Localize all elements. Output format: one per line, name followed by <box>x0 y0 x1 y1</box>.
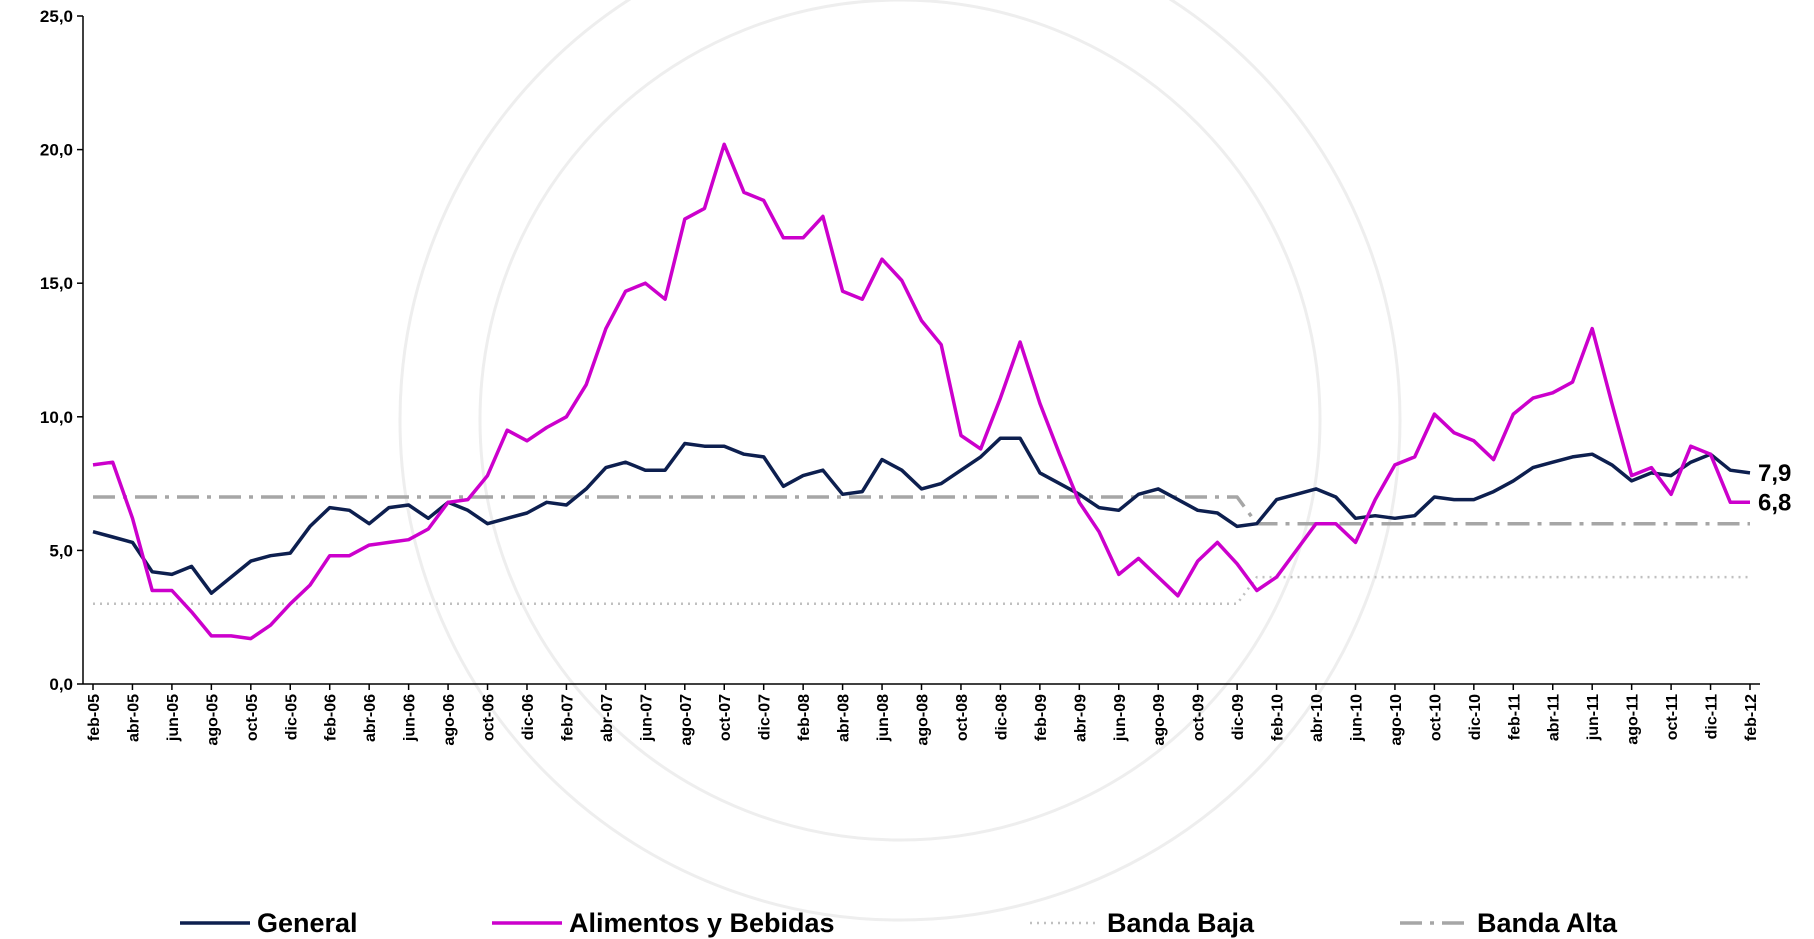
x-tick-label: dic-07 <box>757 694 774 740</box>
x-tick-label: jun-09 <box>1112 694 1129 742</box>
x-tick-label: dic-11 <box>1704 694 1721 739</box>
x-tick-label: dic-10 <box>1467 694 1484 740</box>
x-tick-label: jun-07 <box>638 694 655 742</box>
y-tick-label: 15,0 <box>40 274 73 293</box>
x-tick-label: abr-05 <box>125 694 142 742</box>
x-tick-label: abr-08 <box>836 694 853 742</box>
x-tick-label: ago-06 <box>441 694 458 746</box>
series-line <box>92 142 1750 641</box>
x-tick-label: dic-06 <box>520 694 537 740</box>
x-tick-label: ago-05 <box>204 694 221 746</box>
series-line <box>93 575 1750 606</box>
x-tick-label: jun-06 <box>402 694 419 742</box>
y-tick-label: 5,0 <box>49 541 73 560</box>
legend-label: Banda Baja <box>1107 908 1255 938</box>
legend-label: General <box>257 908 358 938</box>
x-tick-label: jun-10 <box>1348 694 1365 742</box>
x-tick-label: abr-07 <box>599 694 616 742</box>
x-tick-label: feb-11 <box>1506 694 1523 740</box>
x-tick-label: ago-10 <box>1388 694 1405 746</box>
x-tick-label: feb-10 <box>1270 694 1287 741</box>
x-tick-label: oct-05 <box>244 694 261 741</box>
end-label: 6,8 <box>1758 489 1791 516</box>
x-tick-label: oct-10 <box>1427 694 1444 741</box>
series-line <box>92 436 1751 595</box>
x-tick-label: oct-11 <box>1664 694 1681 740</box>
x-tick-label: feb-12 <box>1743 694 1760 741</box>
watermark <box>398 0 1402 922</box>
x-tick-label: ago-11 <box>1625 694 1642 745</box>
x-tick-label: feb-05 <box>86 694 103 741</box>
x-tick-label: oct-06 <box>481 694 498 741</box>
x-tick-label: dic-09 <box>1230 694 1247 740</box>
x-tick-label: dic-05 <box>283 694 300 740</box>
x-tick-label: ago-07 <box>678 694 695 746</box>
x-tick-label: abr-06 <box>362 694 379 742</box>
x-tick-label: abr-10 <box>1309 694 1326 742</box>
x-tick-label: oct-09 <box>1191 694 1208 741</box>
x-tick-label: abr-09 <box>1072 694 1089 742</box>
series-line <box>93 495 1750 526</box>
legend-label: Banda Alta <box>1477 908 1618 938</box>
y-tick-label: 0,0 <box>49 675 73 694</box>
x-tick-label: feb-06 <box>323 694 340 741</box>
x-tick-label: dic-08 <box>993 694 1010 740</box>
end-label: 7,9 <box>1758 460 1791 487</box>
x-tick-label: jun-08 <box>875 694 892 742</box>
x-tick-label: jun-05 <box>165 694 182 742</box>
x-tick-label: jun-11 <box>1585 694 1602 741</box>
x-tick-label: abr-11 <box>1546 694 1563 741</box>
x-tick-label: oct-08 <box>954 694 971 741</box>
y-tick-label: 10,0 <box>40 408 73 427</box>
x-tick-label: ago-09 <box>1151 694 1168 746</box>
legend-label: Alimentos y Bebidas <box>569 908 835 938</box>
x-tick-label: feb-07 <box>559 694 576 741</box>
x-tick-label: feb-08 <box>796 694 813 741</box>
y-tick-label: 25,0 <box>40 7 73 26</box>
y-tick-label: 20,0 <box>40 141 73 160</box>
x-tick-label: feb-09 <box>1033 694 1050 741</box>
x-tick-label: ago-08 <box>915 694 932 746</box>
x-tick-label: oct-07 <box>717 694 734 741</box>
